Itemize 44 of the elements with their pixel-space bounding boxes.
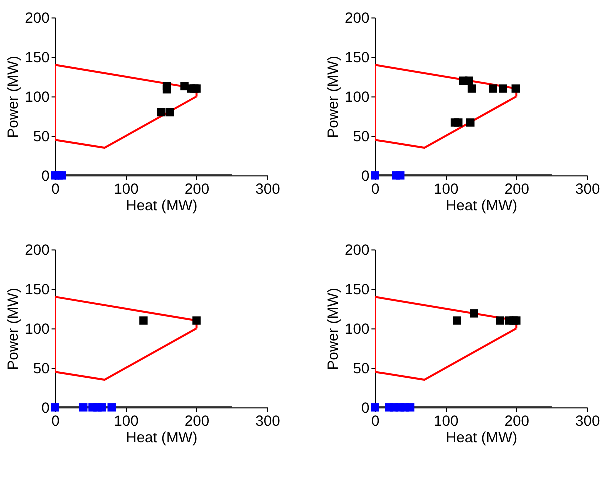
x-tick-label: 200 xyxy=(184,414,210,430)
y-axis-title: Power (MW) xyxy=(6,56,22,138)
x-tick-label: 300 xyxy=(576,182,600,198)
x-tick-label: 200 xyxy=(184,182,210,198)
y-tick-label: 150 xyxy=(25,50,50,67)
y-tick-label: 200 xyxy=(25,243,50,260)
y-tick-label: 50 xyxy=(33,130,50,146)
x-axis-title: Heat (MW) xyxy=(126,430,198,447)
y-tick-label: 150 xyxy=(25,282,50,299)
y-tick-label: 200 xyxy=(344,243,370,260)
y-tick-label: 0 xyxy=(361,401,370,418)
x-tick-label: 200 xyxy=(504,182,530,198)
y-tick-label: 50 xyxy=(33,362,50,378)
y-tick-label: 100 xyxy=(344,90,370,106)
x-axis-title: Heat (MW) xyxy=(446,430,518,447)
x-tick-label: 200 xyxy=(504,414,530,430)
x-tick-label: 100 xyxy=(434,414,459,430)
x-tick-label: 100 xyxy=(434,182,459,198)
y-tick-label: 150 xyxy=(344,282,370,299)
y-tick-label: 0 xyxy=(42,401,50,418)
x-tick-label: 300 xyxy=(256,414,280,430)
x-tick-label: 0 xyxy=(52,414,60,430)
x-tick-label: 300 xyxy=(576,414,600,430)
y-tick-label: 50 xyxy=(353,130,370,146)
x-tick-label: 0 xyxy=(371,182,380,198)
x-tick-label: 100 xyxy=(114,414,139,430)
y-tick-label: 200 xyxy=(25,11,50,28)
y-tick-label: 100 xyxy=(344,322,370,338)
x-tick-label: 300 xyxy=(256,182,280,198)
x-tick-label: 0 xyxy=(371,414,380,430)
y-tick-label: 0 xyxy=(42,169,50,186)
y-tick-label: 200 xyxy=(344,11,370,28)
y-axis-title: Power (MW) xyxy=(6,288,22,370)
y-tick-label: 100 xyxy=(25,90,50,106)
y-tick-label: 150 xyxy=(344,50,370,67)
y-tick-label: 100 xyxy=(25,322,50,338)
y-tick-label: 0 xyxy=(361,169,370,186)
y-axis-title: Power (MW) xyxy=(326,288,342,370)
y-axis-title: Power (MW) xyxy=(326,56,342,138)
x-tick-label: 100 xyxy=(114,182,139,198)
x-axis-title: Heat (MW) xyxy=(446,198,518,215)
x-axis-title: Heat (MW) xyxy=(126,198,198,215)
y-tick-label: 50 xyxy=(353,362,370,378)
x-tick-label: 0 xyxy=(52,182,60,198)
